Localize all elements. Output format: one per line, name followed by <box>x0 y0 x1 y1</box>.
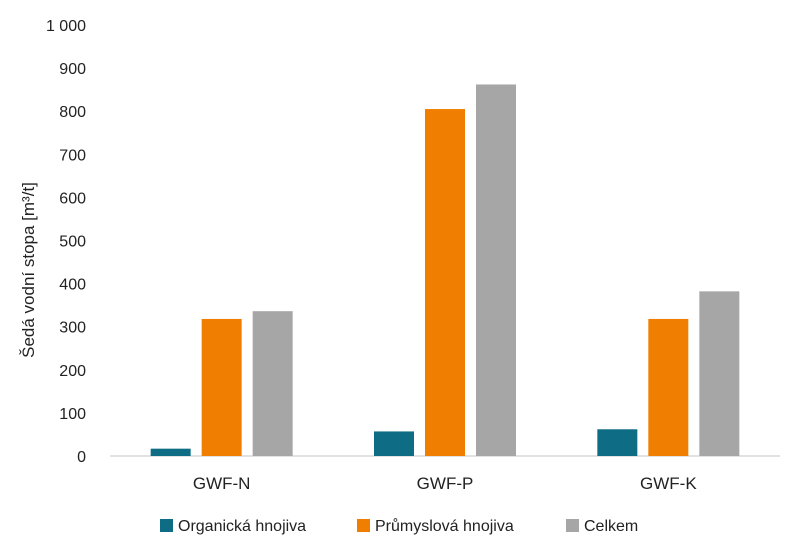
y-tick-label: 700 <box>59 147 86 164</box>
y-tick-label: 600 <box>59 190 86 207</box>
legend-entry: Organická hnojiva <box>178 518 306 535</box>
legend-entry: Celkem <box>584 518 638 535</box>
x-axis-categories: GWF-N GWF-P GWF-K <box>193 474 697 493</box>
y-tick-label: 200 <box>59 363 86 380</box>
legend-entry: Průmyslová hnojiva <box>375 517 514 535</box>
x-category-label: GWF-K <box>640 474 697 493</box>
y-tick-label: 500 <box>59 234 86 251</box>
legend-swatch <box>566 519 579 532</box>
legend-swatch <box>160 519 173 532</box>
x-category-label: GWF-P <box>417 474 474 493</box>
y-tick-label: 800 <box>59 104 86 121</box>
legend-swatch <box>357 519 370 532</box>
bar <box>476 84 516 456</box>
bar <box>374 431 414 456</box>
bars <box>150 84 740 457</box>
bar <box>597 429 638 456</box>
y-axis-ticks: 0 100 200 300 400 500 600 700 800 900 1 000 <box>46 18 86 466</box>
y-tick-label: 400 <box>59 277 86 294</box>
y-axis-label: Šedá vodní stopa [m³/t] <box>19 182 38 358</box>
bar <box>150 448 191 456</box>
bar <box>252 311 293 456</box>
y-tick-label: 1 000 <box>46 18 86 35</box>
y-tick-label: 0 <box>77 449 86 466</box>
bar <box>425 109 465 457</box>
bar <box>201 318 242 456</box>
bar <box>648 318 689 456</box>
bar <box>699 291 740 456</box>
y-tick-label: 900 <box>59 61 86 78</box>
legend: Organická hnojiva Průmyslová hnojiva Celke… <box>160 517 638 535</box>
x-category-label: GWF-N <box>193 474 251 493</box>
y-tick-label: 100 <box>59 406 86 423</box>
y-tick-label: 300 <box>59 320 86 337</box>
